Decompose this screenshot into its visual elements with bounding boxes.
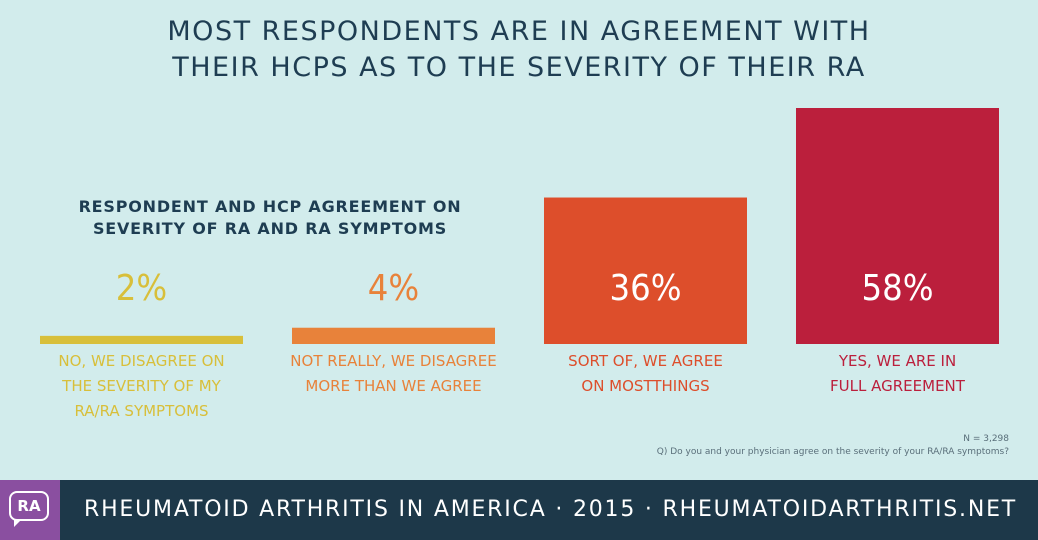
- ra-logo: RA: [0, 480, 60, 540]
- value-label-4: 58%: [862, 268, 934, 309]
- bar-chart: 2% NO, WE DISAGREE ON THE SEVERITY OF MY RA…: [40, 108, 999, 420]
- subtitle-line-2: SEVERITY OF RA AND RA SYMPTOMS: [92, 219, 448, 238]
- category-label-2-line-1: NOT REALLY, WE DISAGREE: [290, 352, 496, 370]
- value-label-2: 4%: [368, 268, 419, 309]
- bar-3: [544, 197, 747, 344]
- category-label-3-line-1: SORT OF, WE AGREE: [568, 352, 723, 370]
- category-label-4-line-2: FULL AGREEMENT: [830, 377, 966, 395]
- category-label-1-line-2: THE SEVERITY OF MY: [61, 377, 222, 395]
- bar-1: [40, 335, 243, 344]
- value-label-3: 36%: [610, 268, 682, 309]
- category-label-1-line-1: NO, WE DISAGREE ON: [58, 352, 224, 370]
- footer-text: RHEUMATOID ARTHRITIS IN AMERICA · 2015 ·…: [84, 497, 1018, 522]
- category-label-2-line-2: MORE THAN WE AGREE: [305, 377, 481, 395]
- speech-bubble-tail: [14, 520, 21, 527]
- subtitle-line-1: RESPONDENT AND HCP AGREEMENT ON: [78, 197, 462, 216]
- category-label-4-line-1: YES, WE ARE IN: [838, 352, 956, 370]
- chart-title: MOST RESPONDENTS ARE IN AGREEMENT WITH T…: [0, 14, 1038, 86]
- title-line-1: MOST RESPONDENTS ARE IN AGREEMENT WITH: [167, 16, 871, 47]
- category-label-1-line-3: RA/RA SYMPTOMS: [74, 402, 208, 420]
- chart-subtitle: RESPONDENT AND HCP AGREEMENT ON SEVERITY…: [40, 196, 500, 240]
- survey-question: Q) Do you and your physician agree on th…: [656, 447, 1009, 457]
- speech-bubble-icon: RA: [9, 491, 49, 521]
- value-label-1: 2%: [116, 268, 167, 309]
- sample-size: N = 3,298: [963, 434, 1009, 444]
- chart-notes: N = 3,298 Q) Do you and your physician a…: [657, 433, 1009, 459]
- footer-bar: RA RHEUMATOID ARTHRITIS IN AMERICA · 201…: [0, 480, 1038, 540]
- category-label-3-line-2: ON MOSTTHINGS: [581, 377, 709, 395]
- title-line-2: THEIR HCPS AS TO THE SEVERITY OF THEIR R…: [172, 52, 866, 83]
- bar-4: [796, 108, 999, 344]
- bar-2: [292, 327, 495, 344]
